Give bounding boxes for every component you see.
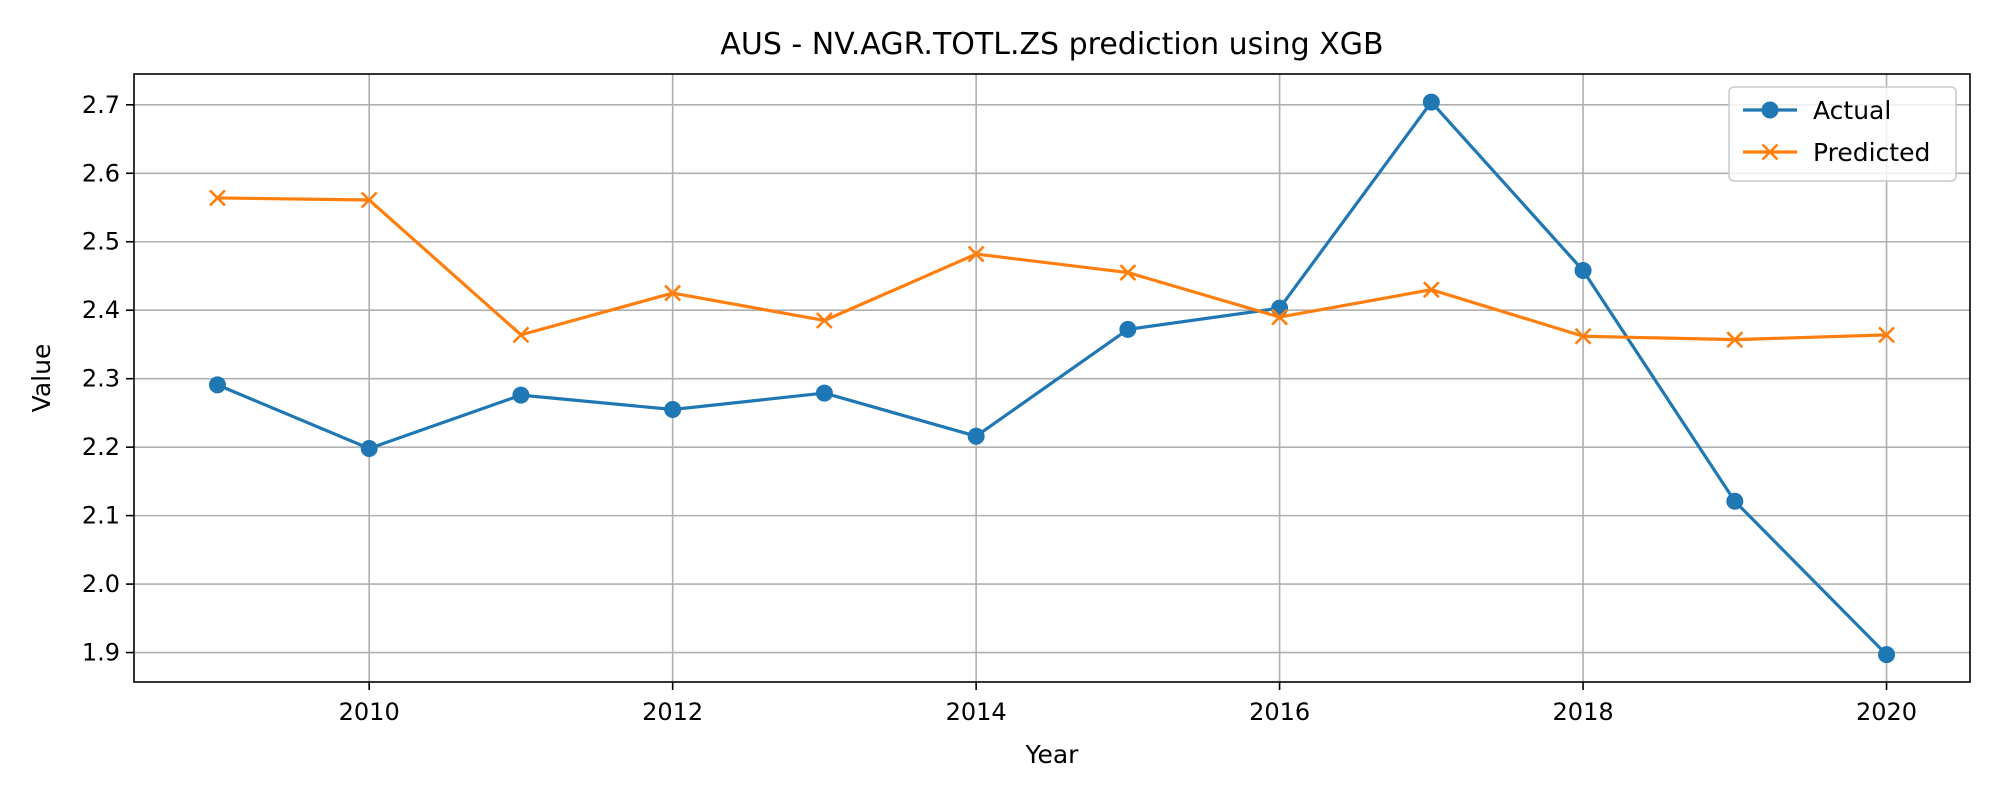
data-point-x [1726,331,1744,349]
y-tick-label: 2.2 [82,433,120,461]
chart-title: AUS - NV.AGR.TOTL.ZS prediction using XG… [720,27,1383,62]
series-actual [208,93,1896,664]
x-tick-label: 2012 [642,698,703,726]
y-tick-label: 2.3 [82,365,120,393]
data-point-x [1878,326,1895,344]
data-point-circle [1422,93,1440,111]
data-point-x [967,245,985,263]
data-point-circle [1726,492,1744,510]
data-point-x [1422,281,1440,299]
legend-marker [1761,143,1779,161]
y-tick-label: 2.5 [82,228,120,256]
data-point-x [360,191,378,209]
axis-ticks: 2010 2012 2014 2016 2018 2020 1.9 2.0 2.1 2.2 2.3 2… [82,91,1917,726]
y-axis-label: Value [27,344,56,413]
data-point-x [1119,264,1137,281]
x-axis-label: Year [1025,740,1080,769]
data-point-x [209,189,226,207]
x-tick-label: 2010 [339,698,400,726]
data-point-circle [1878,646,1896,664]
series-line [216,100,1888,656]
legend-label: Actual [1813,96,1891,125]
x-tick-label: 2016 [1249,698,1310,726]
legend-marker [1761,101,1779,119]
y-tick-label: 2.1 [82,502,120,530]
plot-series [208,93,1896,664]
y-tick-label: 2.6 [82,159,120,187]
data-point-circle [1574,262,1592,280]
y-tick-label: 1.9 [82,639,120,667]
x-tick-label: 2020 [1856,698,1917,726]
data-point-circle [360,440,378,458]
y-tick-label: 2.4 [82,296,120,324]
legend-item-actual: Actual [1743,96,1891,125]
x-tick-label: 2018 [1553,698,1614,726]
data-point-x [664,284,682,302]
series-line [217,196,1887,342]
x-tick-label: 2014 [946,698,1007,726]
data-point-x [512,326,530,344]
series-predicted [209,189,1895,349]
data-point-circle [512,386,530,404]
data-point-circle [1119,320,1137,338]
data-point-x [1574,327,1592,345]
y-tick-label: 2.7 [82,91,120,119]
data-point-circle [815,384,833,402]
data-point-circle [664,400,682,418]
data-point-x [1271,308,1289,326]
data-point-circle [208,376,226,394]
data-point-circle [967,427,985,445]
legend: Actual Predicted [1728,86,1957,182]
legend-item-predicted: Predicted [1743,138,1930,167]
legend-label: Predicted [1813,138,1930,167]
data-point-x [815,312,833,329]
y-tick-label: 2.0 [82,570,120,598]
